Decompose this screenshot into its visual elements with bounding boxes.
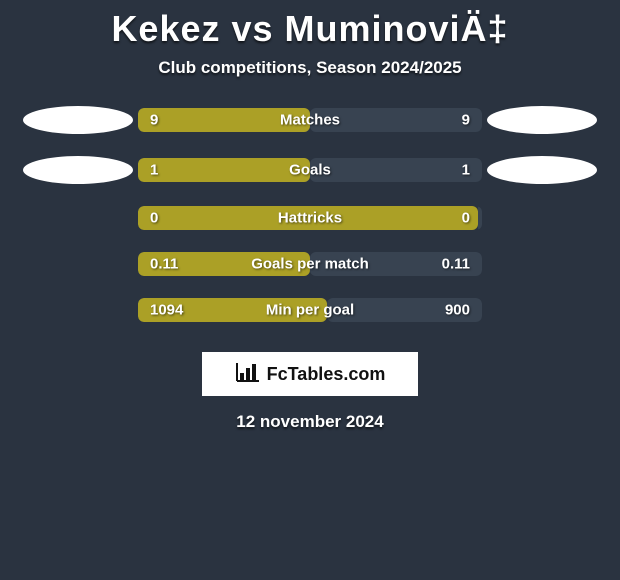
page-subtitle: Club competitions, Season 2024/2025 bbox=[158, 58, 461, 78]
stat-row: 1094 Min per goal 900 bbox=[18, 298, 602, 322]
player-right-pill bbox=[487, 156, 597, 184]
stat-right-value: 0.11 bbox=[442, 256, 470, 273]
stat-row: 9 Matches 9 bbox=[18, 106, 602, 134]
bar-chart-icon bbox=[235, 361, 261, 388]
stat-bar: 1 Goals 1 bbox=[138, 158, 482, 182]
stat-bar-left bbox=[138, 158, 310, 182]
stats-rows: 9 Matches 9 1 Goals 1 0 Hattricks 0 0.11 Goals per… bbox=[18, 106, 602, 344]
stat-right-value: 0 bbox=[462, 210, 470, 227]
stat-left-value: 1094 bbox=[150, 302, 183, 319]
stat-left-value: 0 bbox=[150, 210, 158, 227]
left-pill-slot bbox=[18, 156, 138, 184]
stat-row: 0 Hattricks 0 bbox=[18, 206, 602, 230]
stat-left-value: 9 bbox=[150, 112, 158, 129]
footer-date: 12 november 2024 bbox=[236, 412, 383, 432]
stat-bar-right bbox=[478, 206, 482, 230]
stat-label: Matches bbox=[280, 112, 340, 129]
stat-right-value: 900 bbox=[445, 302, 470, 319]
stat-right-value: 9 bbox=[462, 112, 470, 129]
stat-label: Goals per match bbox=[251, 256, 369, 273]
right-pill-slot bbox=[482, 106, 602, 134]
stat-label: Min per goal bbox=[266, 302, 354, 319]
stat-bar-right bbox=[310, 158, 482, 182]
player-left-pill bbox=[23, 156, 133, 184]
stat-bar: 0.11 Goals per match 0.11 bbox=[138, 252, 482, 276]
stat-label: Hattricks bbox=[278, 210, 342, 227]
stat-bar: 9 Matches 9 bbox=[138, 108, 482, 132]
logo-box[interactable]: FcTables.com bbox=[202, 352, 418, 396]
right-pill-slot bbox=[482, 156, 602, 184]
stat-left-value: 0.11 bbox=[150, 256, 178, 273]
stat-label: Goals bbox=[289, 162, 331, 179]
stat-row: 0.11 Goals per match 0.11 bbox=[18, 252, 602, 276]
stat-bar: 0 Hattricks 0 bbox=[138, 206, 482, 230]
logo-text: FcTables.com bbox=[267, 364, 386, 385]
stat-row: 1 Goals 1 bbox=[18, 156, 602, 184]
comparison-card: Kekez vs MuminoviÄ‡ Club competitions, S… bbox=[0, 0, 620, 432]
stat-left-value: 1 bbox=[150, 162, 158, 179]
left-pill-slot bbox=[18, 106, 138, 134]
page-title: Kekez vs MuminoviÄ‡ bbox=[111, 8, 508, 50]
stat-right-value: 1 bbox=[462, 162, 470, 179]
stat-bar: 1094 Min per goal 900 bbox=[138, 298, 482, 322]
player-right-pill bbox=[487, 106, 597, 134]
player-left-pill bbox=[23, 106, 133, 134]
